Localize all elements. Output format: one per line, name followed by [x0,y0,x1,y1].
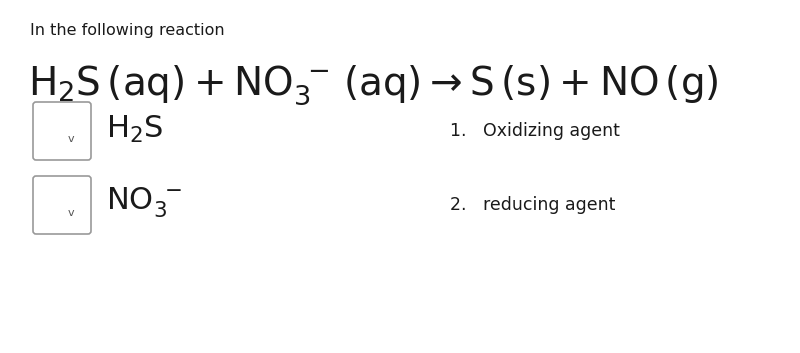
Text: v: v [68,208,74,218]
Text: $\rm NO_3^{\ -}$: $\rm NO_3^{\ -}$ [106,186,182,220]
Text: 1.   Oxidizing agent: 1. Oxidizing agent [450,122,620,140]
FancyBboxPatch shape [33,102,91,160]
Text: v: v [68,134,74,144]
Text: In the following reaction: In the following reaction [30,23,225,38]
FancyBboxPatch shape [33,176,91,234]
Text: $\rm H_2S\,(aq) + NO_3^{\ -}\,(aq) \rightarrow S\,(s) + NO\,(g)$: $\rm H_2S\,(aq) + NO_3^{\ -}\,(aq) \righ… [28,63,718,107]
Text: 2.   reducing agent: 2. reducing agent [450,196,615,214]
Text: $\rm H_2S$: $\rm H_2S$ [106,113,163,144]
